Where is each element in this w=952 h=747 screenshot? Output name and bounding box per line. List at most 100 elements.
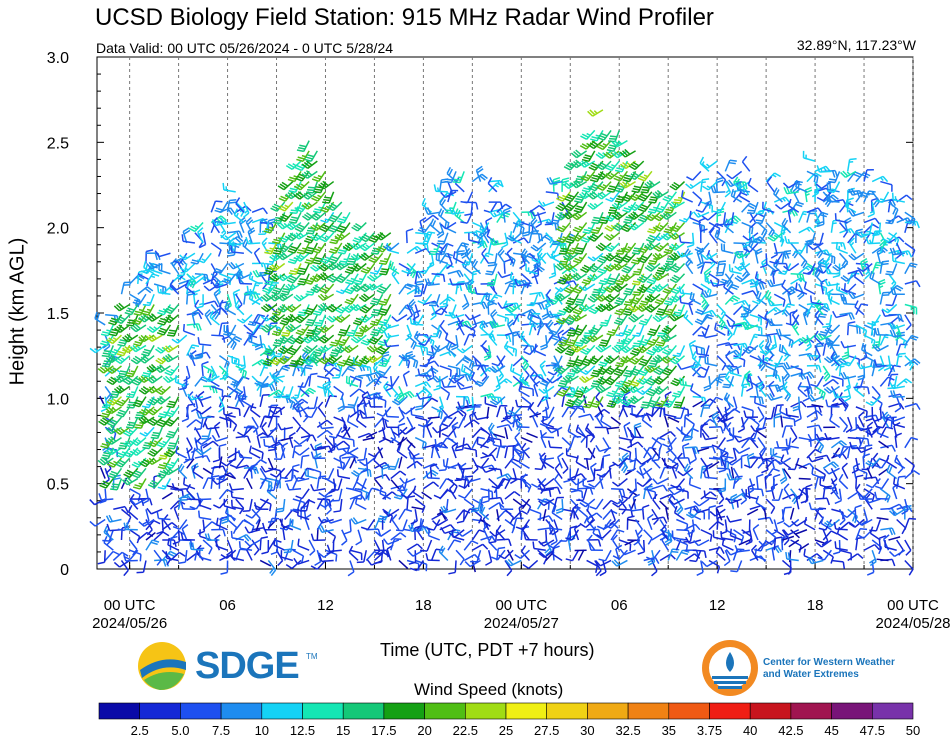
wind-barb-shaft bbox=[242, 244, 253, 254]
wind-barb-flag bbox=[353, 469, 360, 476]
wind-barb-flag bbox=[385, 474, 391, 481]
wind-barb-flag bbox=[101, 412, 109, 416]
wind-barb-flag bbox=[130, 370, 135, 373]
wind-barb-shaft bbox=[406, 497, 409, 510]
wind-barb-flag bbox=[425, 553, 429, 561]
wind-barb-flag bbox=[405, 268, 410, 272]
wind-barb-flag bbox=[154, 367, 161, 373]
wind-barb-flag bbox=[497, 247, 504, 255]
wind-barb-flag bbox=[191, 542, 195, 550]
wind-barb-flag bbox=[278, 247, 285, 253]
y-tick-label: 3.0 bbox=[47, 50, 69, 67]
wind-barb-shaft bbox=[471, 543, 484, 551]
wind-barb-flag bbox=[134, 323, 141, 330]
wind-barb-shaft bbox=[177, 334, 188, 344]
wind-barb-shaft bbox=[487, 550, 493, 563]
wind-barb-flag bbox=[276, 243, 280, 248]
wind-barb-flag bbox=[548, 274, 556, 279]
wind-barb-flag bbox=[501, 213, 509, 218]
wind-barb-shaft bbox=[121, 508, 132, 518]
wind-barb-flag bbox=[574, 394, 582, 398]
wind-barb-flag bbox=[571, 390, 576, 394]
wind-barb-flag bbox=[399, 355, 405, 362]
wind-barb-shaft bbox=[425, 355, 433, 367]
wind-barb-flag bbox=[118, 459, 126, 464]
wind-barb-shaft bbox=[373, 518, 380, 531]
wind-barb-flag bbox=[123, 453, 131, 458]
wind-barb-flag bbox=[125, 395, 134, 399]
wind-barb-flag bbox=[557, 343, 565, 347]
wind-barb-shaft bbox=[398, 284, 407, 295]
wind-barb-shaft bbox=[406, 460, 418, 469]
wind-barb-shaft bbox=[226, 539, 233, 552]
wind-barb-flag bbox=[132, 324, 139, 331]
wind-barb-flag bbox=[112, 448, 117, 453]
wind-barb-flag bbox=[118, 447, 126, 450]
wind-barb-flag bbox=[123, 555, 131, 561]
wind-barb-flag bbox=[280, 518, 283, 526]
wind-barb-flag bbox=[464, 356, 471, 362]
wind-barb-flag bbox=[141, 374, 149, 378]
wind-barb-shaft bbox=[513, 252, 526, 256]
wind-barb-flag bbox=[346, 406, 354, 409]
wind-barb-flag bbox=[232, 343, 237, 351]
wind-barb-shaft bbox=[210, 242, 222, 251]
wind-barb-shaft bbox=[242, 426, 253, 437]
wind-barb-shaft bbox=[406, 245, 418, 254]
wind-barb-flag bbox=[183, 254, 188, 259]
wind-barb-shaft bbox=[447, 426, 457, 438]
wind-barb-flag bbox=[170, 284, 177, 291]
wind-barb-flag bbox=[296, 206, 304, 211]
y-tick-label: 2.0 bbox=[47, 221, 69, 238]
wind-barb-flag bbox=[276, 507, 284, 511]
wind-barb-flag bbox=[385, 383, 393, 387]
wind-barb-flag bbox=[159, 419, 167, 424]
wind-barb-flag bbox=[287, 305, 295, 311]
wind-barb-flag bbox=[299, 144, 307, 148]
wind-barb-flag bbox=[248, 445, 252, 453]
wind-barb-flag bbox=[309, 550, 316, 556]
wind-barb-flag bbox=[318, 492, 325, 498]
x-tick-date-label: 2024/05/27 bbox=[484, 615, 559, 632]
wind-barb-shaft bbox=[231, 506, 245, 511]
wind-barb-flag bbox=[485, 561, 492, 566]
wind-barb-flag bbox=[296, 251, 304, 255]
wind-barb-shaft bbox=[374, 447, 384, 458]
wind-barb-flag bbox=[306, 307, 314, 311]
wind-barb-flag bbox=[190, 346, 196, 349]
wind-barb-flag bbox=[318, 338, 325, 344]
y-tick-label: 1.0 bbox=[47, 391, 69, 408]
wind-barb-shaft bbox=[447, 539, 455, 551]
wind-barb-flag bbox=[146, 529, 153, 536]
wind-barb-flag bbox=[281, 335, 289, 341]
wind-barb-flag bbox=[532, 323, 537, 331]
wind-barb-shaft bbox=[520, 355, 530, 366]
wind-barb-flag bbox=[182, 227, 190, 233]
wind-barb-flag bbox=[167, 432, 175, 437]
wind-barb-flag bbox=[497, 180, 501, 185]
wind-barb-flag bbox=[230, 530, 233, 538]
wind-barb-shaft bbox=[496, 203, 507, 213]
wind-barb-flag bbox=[420, 242, 428, 245]
wind-barb-flag bbox=[133, 318, 141, 323]
wind-barb-shaft bbox=[284, 509, 293, 520]
wind-barb-shaft bbox=[444, 529, 457, 534]
wind-barb-flag bbox=[167, 449, 175, 454]
wind-barb-flag bbox=[143, 444, 151, 447]
wind-barb-shaft bbox=[150, 508, 163, 515]
wind-barb-flag bbox=[310, 451, 315, 459]
wind-barb-shaft bbox=[469, 415, 474, 428]
wind-barb-shaft bbox=[267, 457, 274, 470]
wind-barb-flag bbox=[556, 392, 564, 397]
wind-barb-flag bbox=[412, 359, 417, 368]
wind-barb-flag bbox=[366, 346, 374, 353]
wind-barb-flag bbox=[559, 250, 567, 253]
wind-barb-flag bbox=[108, 321, 116, 326]
wind-barb-flag bbox=[483, 353, 491, 359]
wind-barb-flag bbox=[497, 271, 503, 278]
wind-barb-shaft bbox=[391, 375, 400, 387]
wind-barb-flag bbox=[227, 263, 234, 270]
wind-barb-flag bbox=[326, 551, 334, 555]
wind-barb-flag bbox=[310, 277, 317, 283]
wind-barb-flag bbox=[414, 295, 422, 298]
